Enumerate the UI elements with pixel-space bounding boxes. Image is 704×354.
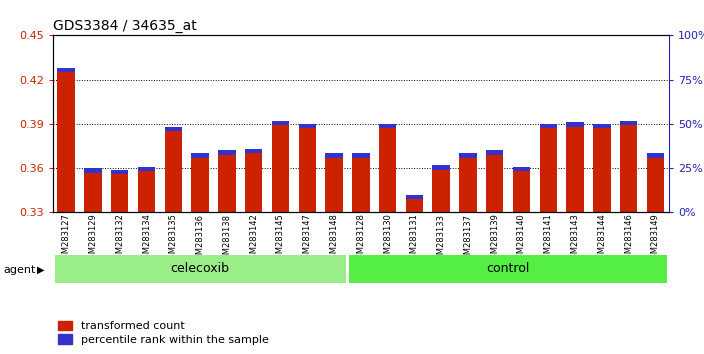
Bar xyxy=(513,167,530,212)
Text: GSM283132: GSM283132 xyxy=(115,213,125,264)
Text: GSM283128: GSM283128 xyxy=(356,213,365,264)
Bar xyxy=(352,153,370,158)
Text: GSM283140: GSM283140 xyxy=(517,213,526,264)
Bar xyxy=(647,153,664,212)
Text: GSM283141: GSM283141 xyxy=(543,213,553,264)
Bar xyxy=(566,122,584,127)
Bar xyxy=(325,153,343,212)
Bar xyxy=(566,122,584,212)
Text: GSM283138: GSM283138 xyxy=(222,213,232,265)
Bar xyxy=(539,124,557,212)
Text: GSM283129: GSM283129 xyxy=(89,213,97,264)
Legend: transformed count, percentile rank within the sample: transformed count, percentile rank withi… xyxy=(58,321,268,345)
Text: GSM283142: GSM283142 xyxy=(249,213,258,264)
Bar xyxy=(352,153,370,212)
Bar xyxy=(165,127,182,131)
Text: GSM283144: GSM283144 xyxy=(597,213,606,264)
Bar xyxy=(593,124,610,129)
Bar xyxy=(459,153,477,158)
Bar xyxy=(298,124,316,212)
Text: GSM283136: GSM283136 xyxy=(196,213,205,265)
Bar xyxy=(84,168,101,212)
Bar xyxy=(58,68,75,212)
Text: ▶: ▶ xyxy=(37,265,44,275)
Bar xyxy=(379,124,396,129)
Bar xyxy=(138,167,156,171)
Bar xyxy=(406,195,423,199)
Bar xyxy=(620,121,637,212)
Text: GSM283146: GSM283146 xyxy=(624,213,633,264)
Bar xyxy=(218,150,236,155)
Text: GSM283134: GSM283134 xyxy=(142,213,151,264)
Text: GSM283148: GSM283148 xyxy=(329,213,339,264)
Bar xyxy=(513,167,530,171)
Bar xyxy=(138,167,156,212)
Bar xyxy=(55,255,346,283)
Bar xyxy=(218,150,236,212)
Bar xyxy=(379,124,396,212)
Bar xyxy=(111,170,128,174)
Text: GSM283147: GSM283147 xyxy=(303,213,312,264)
Bar xyxy=(539,124,557,129)
Text: agent: agent xyxy=(4,265,36,275)
Bar xyxy=(432,165,450,170)
Text: GSM283133: GSM283133 xyxy=(436,213,446,265)
Bar xyxy=(406,195,423,212)
Text: GSM283127: GSM283127 xyxy=(62,213,70,264)
Bar xyxy=(325,153,343,158)
Text: control: control xyxy=(486,262,530,275)
Bar xyxy=(191,153,209,158)
Bar xyxy=(165,127,182,212)
Bar xyxy=(298,124,316,129)
Bar xyxy=(245,149,263,212)
Text: GSM283130: GSM283130 xyxy=(383,213,392,264)
Bar xyxy=(486,150,503,155)
Bar xyxy=(349,255,667,283)
Bar xyxy=(191,153,209,212)
Text: GSM283135: GSM283135 xyxy=(169,213,178,264)
Text: GSM283139: GSM283139 xyxy=(490,213,499,264)
Bar xyxy=(272,121,289,212)
Bar xyxy=(593,124,610,212)
Bar xyxy=(272,121,289,125)
Text: GSM283137: GSM283137 xyxy=(463,213,472,265)
Bar xyxy=(620,121,637,125)
Text: GSM283145: GSM283145 xyxy=(276,213,285,264)
Bar xyxy=(245,149,263,153)
Bar xyxy=(111,170,128,212)
Text: GSM283131: GSM283131 xyxy=(410,213,419,264)
Text: GDS3384 / 34635_at: GDS3384 / 34635_at xyxy=(53,19,196,34)
Bar xyxy=(432,165,450,212)
Bar xyxy=(486,150,503,212)
Text: GSM283149: GSM283149 xyxy=(651,213,660,264)
Text: celecoxib: celecoxib xyxy=(170,262,230,275)
Bar xyxy=(459,153,477,212)
Text: GSM283143: GSM283143 xyxy=(570,213,579,264)
Bar xyxy=(58,68,75,72)
Bar xyxy=(647,153,664,158)
Bar xyxy=(84,168,101,173)
